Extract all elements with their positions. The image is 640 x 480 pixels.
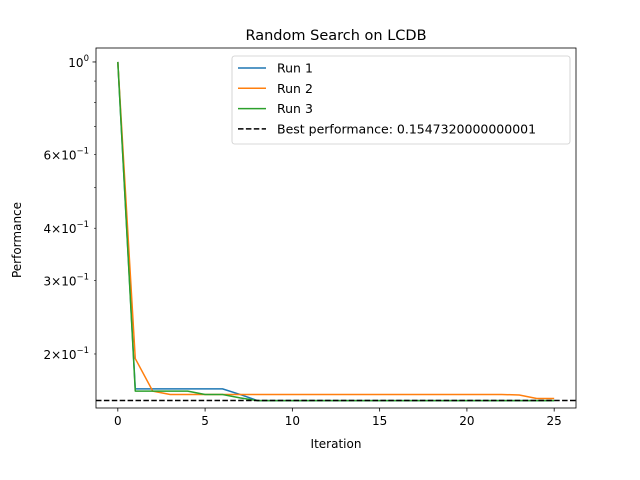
x-tick-label: 25 xyxy=(547,414,562,428)
y-axis-label: Performance xyxy=(10,202,24,278)
x-axis-label: Iteration xyxy=(311,437,362,451)
legend-label: Best performance: 0.1547320000000001 xyxy=(277,121,536,136)
x-tick-label: 5 xyxy=(201,414,209,428)
legend-label: Run 2 xyxy=(277,81,313,96)
y-tick-label: 100 xyxy=(68,54,89,70)
x-tick-label: 10 xyxy=(285,414,300,428)
series-line-run-2 xyxy=(117,61,555,400)
y-tick-label: 4×10−1 xyxy=(44,220,90,236)
y-tick-label: 3×10−1 xyxy=(44,272,90,288)
legend-box xyxy=(231,55,571,145)
chart-title: Random Search on LCDB xyxy=(245,28,426,44)
axes-layer: 0 5 10 15 20 25 100 6×10−1 4×10−1 3×10−1 2×10−1 xyxy=(44,47,577,428)
y-tick-label: 6×10−1 xyxy=(44,147,90,163)
legend-label: Run 3 xyxy=(277,101,313,116)
x-tick-label: 0 xyxy=(114,414,122,428)
series-layer xyxy=(96,61,576,402)
x-tick-label: 20 xyxy=(459,414,474,428)
legend-label: Run 1 xyxy=(277,61,313,76)
y-tick-label: 2×10−1 xyxy=(44,346,90,362)
legend: Run 1 Run 2 Run 3 Best performance: 0.15473… xyxy=(231,55,571,145)
x-tick-label: 15 xyxy=(372,414,387,428)
